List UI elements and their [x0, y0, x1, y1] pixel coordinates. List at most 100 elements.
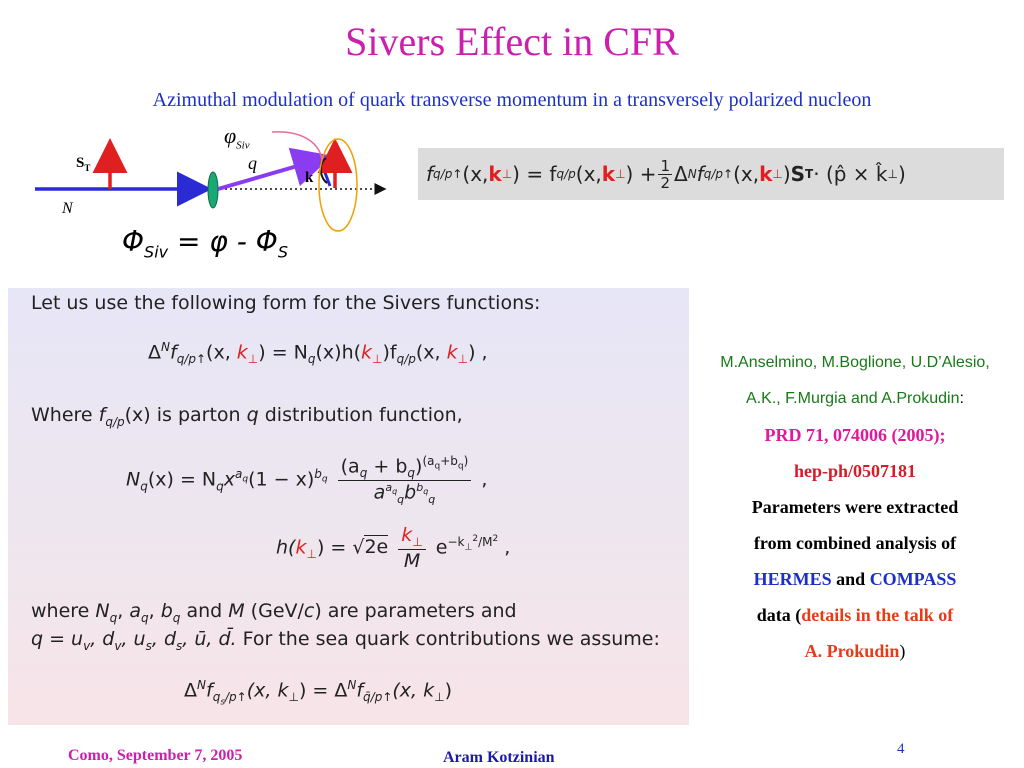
- eq-k1: k: [488, 162, 502, 186]
- st-symbol: S: [76, 155, 85, 171]
- summary-line-1: Parameters were extracted: [751, 497, 959, 517]
- nq-x: x: [223, 468, 235, 491]
- where3-s2: v: [114, 638, 122, 653]
- nq-equation: Nq(x) = Nqxaq(1 − x)bq (aq + bq)(aq+bq) …: [126, 454, 487, 506]
- where2-sep2: ,: [148, 600, 161, 622]
- eq-delta-sup: N: [687, 167, 697, 181]
- nq-denominator: aaqqbbqq: [374, 481, 436, 506]
- nq-den-a-sub: q: [397, 493, 405, 507]
- where2-b-sub: q: [172, 610, 181, 625]
- nq-num-sup-mid: +b: [440, 454, 458, 468]
- sea-delta: Δ: [184, 679, 197, 702]
- eq-f2-sub: q/p↑: [703, 167, 734, 181]
- eq1-k3: k: [446, 341, 458, 364]
- eq1-c: (x)h(: [315, 341, 362, 364]
- eq1-delta: Δ: [148, 341, 161, 364]
- where2-n-sub: q: [109, 610, 118, 625]
- summary-line-3: HERMES and COMPASS: [694, 561, 1016, 597]
- nq-x-supsub: q: [242, 474, 249, 485]
- eq-tail: · (p̂ × k̂: [813, 162, 888, 186]
- where3-s1: v: [83, 638, 91, 653]
- h-mid: ) = √: [316, 536, 365, 559]
- sea-b: (x, k: [246, 679, 289, 702]
- eq-tail-sub: ⊥: [887, 167, 898, 181]
- where2-a2: a: [129, 600, 141, 622]
- h-exp-tail: /M: [478, 535, 493, 550]
- nq-num-close: ): [415, 455, 423, 478]
- panel-intro: Let us use the following form for the Si…: [31, 292, 541, 314]
- nq-den-a: a: [373, 481, 386, 504]
- authors-colon: :: [959, 390, 964, 407]
- h-exp-sub: ⊥: [464, 542, 473, 553]
- quark-momentum-arrow: [217, 147, 333, 191]
- st-label: ST: [76, 155, 90, 173]
- sea-f-sub: q: [212, 690, 221, 705]
- st-subscript: T: [84, 163, 91, 173]
- summary-line-5: A. Prokudin): [694, 633, 1016, 669]
- phi-siv-label: φSiv: [224, 123, 250, 151]
- nq-num-open: (a: [340, 455, 360, 478]
- phi-symbol: φ: [224, 123, 237, 148]
- eq1-k3-sub: ⊥: [457, 352, 469, 367]
- where3-c: , u: [121, 628, 146, 650]
- sea-c: ) = Δ: [298, 679, 348, 702]
- eq1-e: (x,: [415, 341, 447, 364]
- eq-rhs-args-b: ) +: [625, 162, 657, 186]
- where2-b: b: [160, 600, 173, 622]
- where2-a2-sub: q: [141, 610, 149, 625]
- authors-line-1: M.Anselmino, M.Boglione, U.D’Alesio,: [720, 354, 990, 371]
- eq1-end: ) ,: [468, 341, 488, 364]
- sea-end: ): [444, 679, 453, 702]
- where3-s3: s: [145, 638, 152, 653]
- summary-line-2: from combined analysis of: [753, 533, 957, 553]
- eq-f-sub: q/p↑: [433, 167, 463, 181]
- h-num-sub: ⊥: [412, 534, 423, 549]
- eq-f2: f: [696, 162, 704, 186]
- q-label: q: [248, 153, 257, 173]
- nucleon-blob: [207, 171, 219, 209]
- eq-delta: Δ: [674, 162, 688, 186]
- where-parameters-line: where Nq, aq, bq and M (GeV/c) are param…: [31, 600, 517, 625]
- where-distribution-line: Where fq/p(x) is parton q distribution f…: [31, 404, 463, 429]
- reference-prd: PRD 71, 074006 (2005);: [764, 425, 946, 445]
- nq-num-sup-sub: q: [434, 461, 441, 472]
- nq-den-b-sup: b: [416, 481, 424, 495]
- where1-a: Where: [31, 404, 99, 426]
- footer-author: Aram Kotzinian: [443, 749, 555, 766]
- h-denominator: M: [403, 549, 421, 572]
- formula-phi: Φ: [122, 225, 145, 258]
- nq-fraction: (aq + bq)(aq+bq) aaqqbbqq: [337, 454, 472, 506]
- authors-names: A.K., F.Murgia and A.Prokudin: [746, 390, 960, 407]
- where2-and: and: [180, 600, 229, 622]
- eq1-f-sub: q/p↑: [176, 352, 207, 367]
- where2-n: N: [95, 600, 110, 622]
- where1-f: f: [98, 404, 106, 426]
- eq-rhs-sub: q/p: [556, 167, 576, 181]
- nq-num-sup-sub2: q: [457, 461, 464, 472]
- slide-subtitle: Azimuthal modulation of quark transverse…: [152, 89, 872, 111]
- nq-num-mid: + b: [367, 455, 408, 478]
- nq-num-sup-close: ): [463, 454, 469, 468]
- phi-siv-formula: ΦSiv = φ - ΦS: [122, 225, 288, 262]
- where2-a: where: [31, 600, 96, 622]
- sivers-form-equation: ΔNfq/p↑(x, k⊥) = Nq(x)h(k⊥)fq/p(x, k⊥) ,: [148, 340, 488, 366]
- where2-sep1: ,: [117, 600, 130, 622]
- sea-k-sub2: ⊥: [434, 690, 445, 705]
- sea-quark-equation: ΔNfqs/p↑(x, k⊥) = ΔNfq̄/p↑(x, k⊥): [184, 678, 452, 708]
- where3-e: , ū, d̄.: [182, 628, 237, 650]
- h-k: k: [295, 536, 307, 559]
- h-lhs: h(: [276, 536, 296, 559]
- eq1-k1: k: [236, 341, 248, 364]
- nq-lhs-sub: q: [140, 479, 148, 494]
- nq-num-sub: q: [359, 466, 368, 481]
- formula-rest: = φ - Φ: [168, 225, 278, 258]
- eq-k3-sub: ⊥: [772, 167, 783, 181]
- where3-q: q = u: [31, 628, 84, 650]
- nq-b-supsub: q: [321, 474, 328, 485]
- phi-siv-subscript: Siv: [236, 139, 250, 152]
- eq-k3: k: [759, 162, 773, 186]
- n-label: N: [62, 200, 73, 217]
- sea-f2: f: [356, 679, 364, 702]
- eq1-k2: k: [361, 341, 373, 364]
